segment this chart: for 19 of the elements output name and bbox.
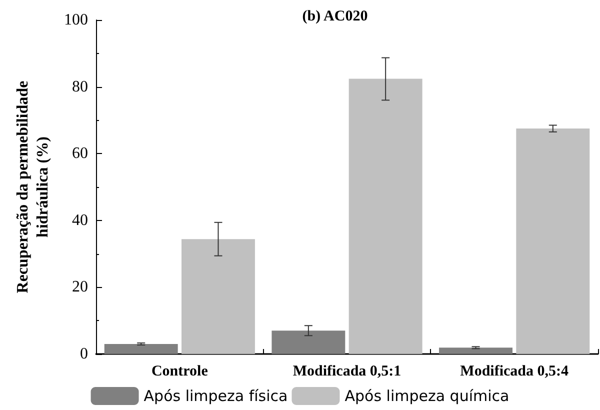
y-tick-label: 80	[72, 78, 88, 96]
y-axis-title: Recuperação da permebilidade hidráulica (%)	[14, 80, 52, 294]
bar	[272, 330, 346, 354]
bar	[182, 239, 255, 354]
y-tick-label: 20	[72, 278, 88, 296]
y-tick-label: 100	[64, 12, 88, 28]
bar	[104, 344, 178, 354]
y-tick-label: 60	[72, 145, 88, 162]
chart-title: (b) AC020	[302, 8, 368, 24]
y-tick-label: 0	[80, 346, 88, 362]
bar	[516, 128, 590, 354]
x-tick-label: Modificada 0,5:1	[292, 364, 402, 380]
y-tick-label: 40	[72, 212, 88, 229]
legend-label: Após limpeza física	[144, 387, 288, 405]
bar	[439, 348, 512, 354]
legend-label: Após limpeza química	[344, 387, 510, 405]
bar	[348, 78, 422, 354]
x-tick-label: Controle	[151, 364, 208, 380]
x-tick-label: Modificada 0,5:4	[460, 364, 569, 380]
